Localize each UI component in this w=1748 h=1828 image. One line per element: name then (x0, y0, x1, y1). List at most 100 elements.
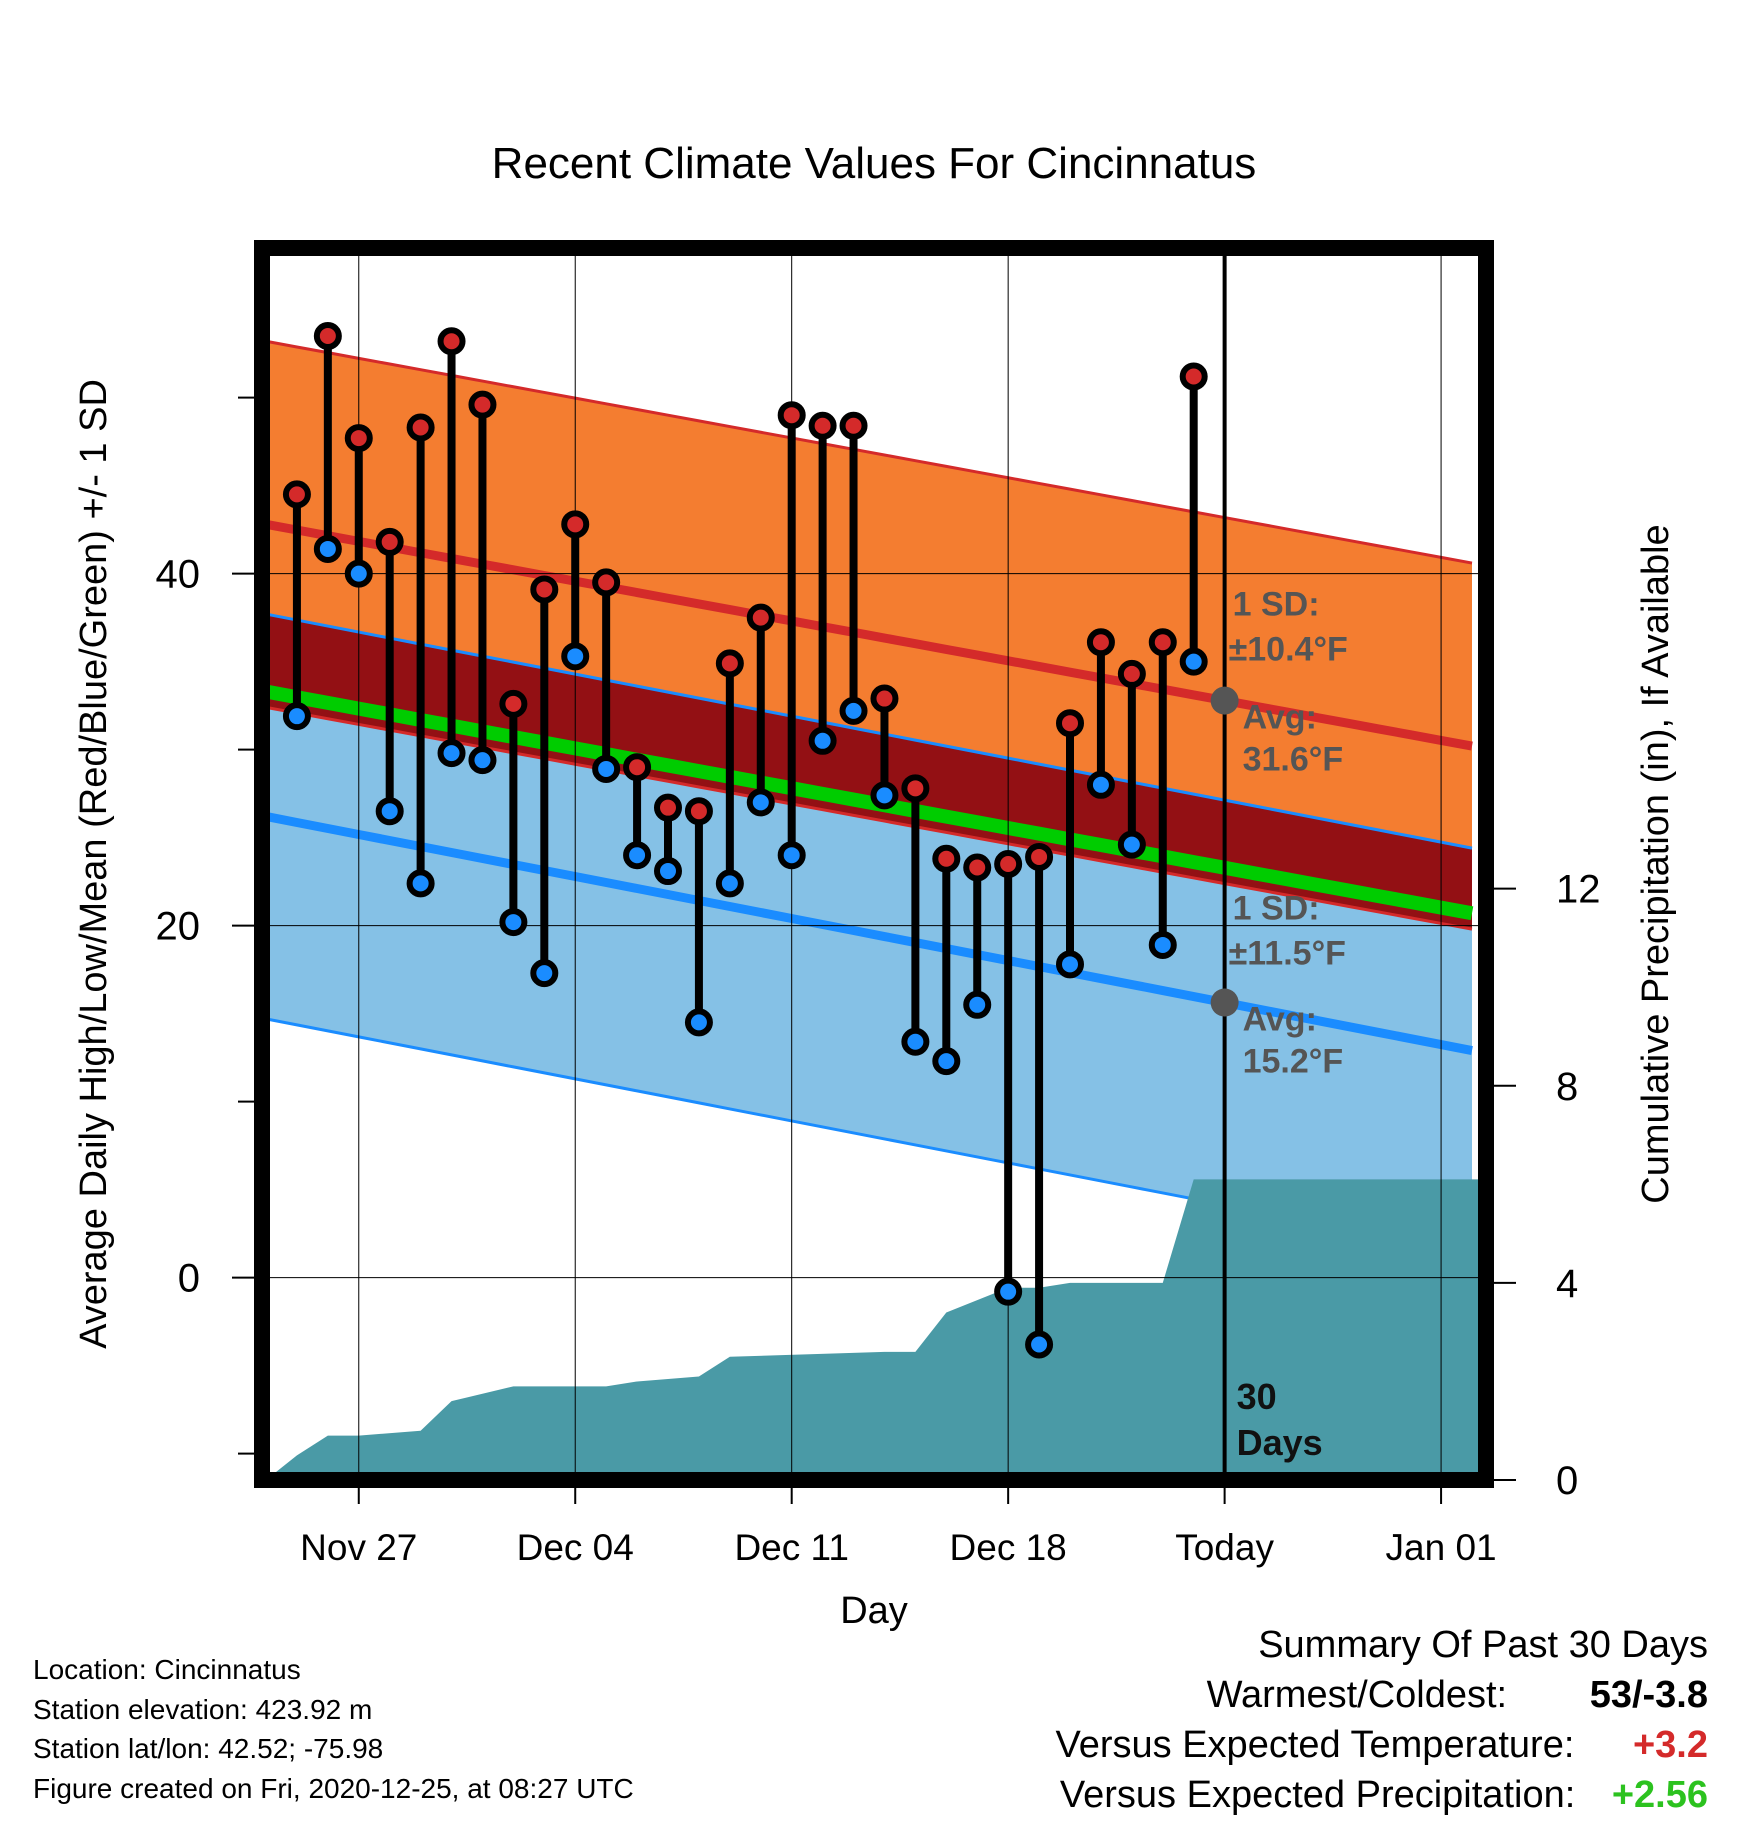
mean-normal-line (264, 684, 1474, 921)
x-tick-label: Nov 27 (300, 1527, 417, 1568)
high-sd-value: ±10.4°F (1229, 631, 1348, 669)
high-point (1056, 709, 1084, 738)
high-point (1117, 659, 1146, 688)
created-text: Figure created on Fri, 2020-12-25, at 08… (33, 1773, 634, 1804)
precipitation-area (266, 1179, 1486, 1480)
low-normal-today-dot (1210, 988, 1239, 1017)
high-point (313, 322, 342, 350)
high-point (932, 844, 961, 873)
high-sd-title: 1 SD: (1233, 586, 1320, 624)
latlon-text: Station lat/lon: 42.52; -75.98 (33, 1733, 384, 1764)
y2-tick-label: 12 (1556, 868, 1601, 912)
high-point (499, 689, 528, 718)
high-point (468, 390, 497, 419)
high-point (375, 527, 404, 556)
high-sd-lower-line (265, 705, 1473, 931)
low-point (870, 781, 899, 810)
x-tick-label: Today (1175, 1527, 1274, 1568)
low-point (1179, 647, 1208, 676)
low-point (963, 990, 992, 1019)
high-avg-title: Avg: (1243, 699, 1317, 737)
low-point (282, 702, 311, 731)
low-point (313, 534, 342, 563)
low-point (468, 746, 497, 775)
summary-precip-label: Versus Expected Precipitation: (1059, 1774, 1576, 1816)
low-point (777, 841, 806, 870)
high-point (1025, 842, 1054, 871)
summary-title: Summary Of Past 30 Days (1258, 1624, 1708, 1666)
y2-tick-label: 0 (1556, 1459, 1578, 1503)
high-point (1179, 362, 1208, 391)
summary-precip-row: Versus Expected Precipitation: +2.56 (1060, 1774, 1708, 1817)
high-point (746, 603, 775, 632)
high-point (715, 649, 744, 678)
low-point (437, 739, 466, 768)
high-normal-today-dot (1210, 686, 1239, 715)
low-point (684, 1008, 713, 1037)
high-point (1086, 628, 1115, 657)
y2-tick-label: 4 (1556, 1262, 1578, 1306)
high-normal-line (265, 519, 1473, 751)
low-point (499, 908, 528, 937)
low-point (808, 726, 837, 755)
low-point (623, 841, 652, 870)
low-point (561, 642, 590, 671)
x-axis-label: Day (840, 1590, 908, 1632)
plot-area (264, 339, 1486, 1480)
summary-temp-label: Versus Expected Temperature: (1055, 1724, 1575, 1766)
low-point (994, 1277, 1023, 1306)
high-point (654, 793, 682, 822)
high-point (777, 401, 806, 430)
annotations: 1 SD: ±10.4°F Avg: 31.6°F 1 SD: ±11.5°F Avg: 15… (1229, 586, 1348, 1463)
x-tick-label: Dec 18 (950, 1527, 1067, 1568)
y-tick-label: 40 (156, 553, 201, 597)
x-tick-label: Jan 01 (1386, 1527, 1497, 1568)
summary-warmest-row: Warmest/Coldest: 53/-3.8 (1207, 1674, 1708, 1717)
low-point (932, 1047, 961, 1076)
high-point (282, 480, 311, 509)
high-point (406, 413, 435, 442)
high-point (344, 424, 373, 453)
low-point (344, 559, 373, 588)
chart-title: Recent Climate Values For Cincinnatus (492, 139, 1257, 188)
high-point (994, 850, 1023, 878)
y-tick-label: 0 (178, 1257, 200, 1301)
low-normal-line (265, 812, 1473, 1055)
low-point (375, 797, 404, 826)
low-point (592, 754, 621, 783)
summary-temp-row: Versus Expected Temperature: +3.2 (1055, 1724, 1708, 1767)
today-days-label: 30 (1237, 1376, 1277, 1417)
low-point (1025, 1330, 1054, 1359)
low-sd-title: 1 SD: (1233, 890, 1320, 928)
high-point (437, 327, 466, 356)
y-tick-label: 20 (156, 905, 201, 949)
low-point (530, 959, 559, 988)
low-point (746, 788, 775, 817)
summary-warmest-value: 53/-3.8 (1589, 1674, 1708, 1716)
data-marks (282, 248, 1239, 1480)
today-days-label-2: Days (1237, 1422, 1323, 1463)
location-text: Location: Cincinnatus (33, 1654, 301, 1685)
high-point (592, 568, 621, 597)
high-point (839, 411, 868, 440)
high-point (1148, 628, 1177, 657)
low-avg-value: 15.2°F (1243, 1043, 1344, 1081)
high-point (623, 753, 652, 782)
summary-temp-value: +3.2 (1632, 1724, 1708, 1766)
low-point (839, 696, 868, 725)
summary-warmest-label: Warmest/Coldest: (1206, 1674, 1508, 1716)
high-sd-upper-line (265, 339, 1473, 565)
low-point (715, 869, 744, 898)
low-point (1117, 830, 1146, 859)
summary-precip-value: +2.56 (1611, 1774, 1708, 1816)
low-point (406, 869, 435, 898)
elevation-text: Station elevation: 423.92 m (33, 1694, 373, 1725)
low-sd-upper-line (265, 612, 1473, 850)
high-point (808, 411, 837, 440)
y2-axis-label: Cumulative Precipitation (in), If Availa… (1635, 524, 1677, 1203)
low-point (1056, 950, 1084, 979)
low-point (1086, 770, 1115, 799)
high-point (684, 797, 713, 826)
low-avg-title: Avg: (1243, 1001, 1317, 1039)
